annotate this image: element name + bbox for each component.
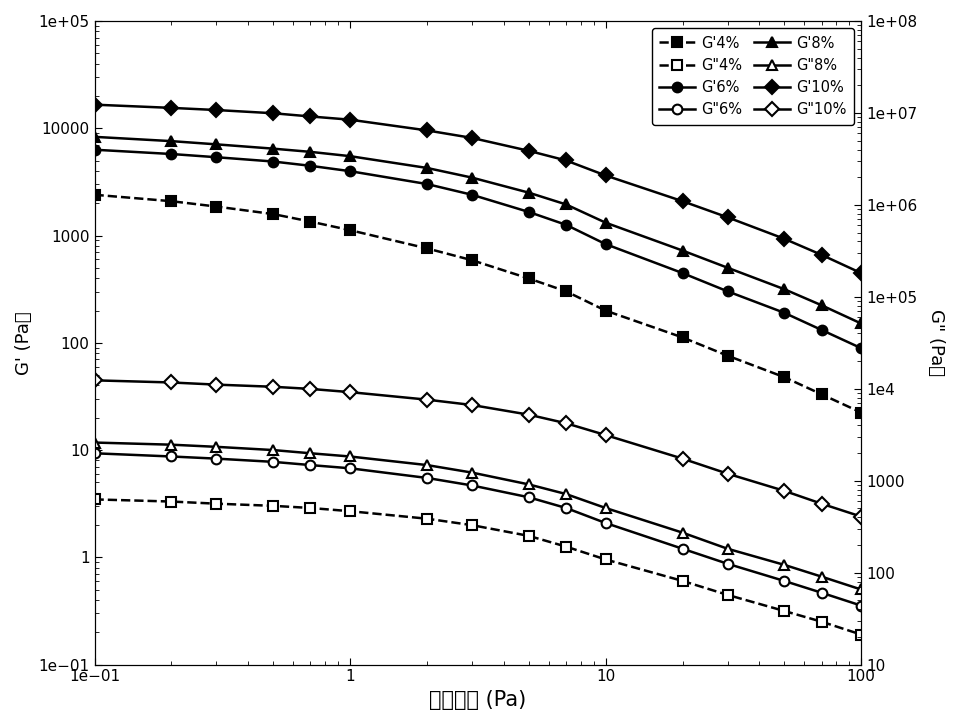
- Y-axis label: G' (Pa）: G' (Pa）: [15, 311, 33, 375]
- Y-axis label: G" (Pa）: G" (Pa）: [927, 310, 945, 376]
- Legend: G'4%, G"4%, G'6%, G"6%, G'8%, G"8%, G'10%, G"10%: G'4%, G"4%, G'6%, G"6%, G'8%, G"8%, G'10…: [652, 28, 853, 125]
- X-axis label: 震荡应力 (Pa): 震荡应力 (Pa): [429, 690, 526, 710]
